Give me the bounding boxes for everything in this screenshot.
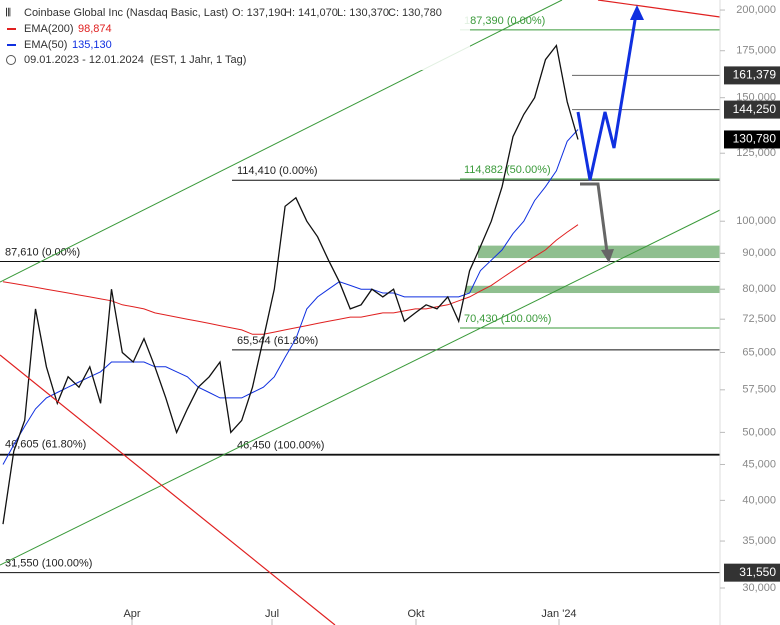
y-tick-label: 175,000 bbox=[736, 45, 776, 57]
header-bg bbox=[0, 0, 470, 70]
level-label: 31,550 (100.00%) bbox=[5, 558, 92, 570]
zone bbox=[478, 245, 720, 259]
price-box bbox=[724, 130, 780, 149]
level-label: 46,450 (100.00%) bbox=[237, 440, 324, 452]
date-settings: (EST, 1 Jahr, 1 Tag) bbox=[150, 54, 246, 66]
y-tick-label: 200,000 bbox=[736, 4, 776, 16]
arrowhead-grey bbox=[601, 249, 614, 263]
forecast-arrow-grey bbox=[580, 182, 609, 253]
y-tick-label: 35,000 bbox=[742, 535, 776, 547]
legend-label: EMA(50) bbox=[24, 39, 67, 51]
date-range: 09.01.2023 - 12.01.2024 bbox=[24, 54, 144, 66]
level-label: 114,410 (0.00%) bbox=[237, 165, 318, 177]
channel-lower bbox=[0, 209, 721, 566]
level-label: 87,610 (0.00%) bbox=[5, 246, 80, 258]
price-box bbox=[724, 100, 780, 119]
price-box-label: 130,780 bbox=[733, 132, 777, 146]
y-tick-label: 50,000 bbox=[742, 426, 776, 438]
plot-area: 187,390 (0.00%) 114,882 (50.00%) 114,410 (… bbox=[0, 15, 720, 574]
y-tick-label: 45,000 bbox=[742, 458, 776, 470]
legend-label: EMA(200) bbox=[24, 23, 74, 35]
level-label: 114,882 (50.00%) bbox=[464, 164, 551, 176]
y-tick-label: 150,000 bbox=[736, 92, 776, 104]
ema-line bbox=[2, 224, 579, 335]
y-tick-label: 80,000 bbox=[742, 283, 776, 295]
trend-line-red bbox=[0, 354, 336, 625]
header: 𝄃𝄃 Coinbase Global Inc (Nasdaq Basic, La… bbox=[0, 0, 470, 70]
level-label: 187,390 (0.00%) bbox=[464, 15, 545, 27]
y-tick-label: 30,000 bbox=[742, 582, 776, 594]
legend-value: 135,130 bbox=[72, 39, 112, 51]
arrowhead-blue bbox=[630, 5, 644, 20]
instrument-title: Coinbase Global Inc (Nasdaq Basic, Last) bbox=[24, 7, 228, 19]
y-tick-label: 72,500 bbox=[742, 313, 776, 325]
price-box-label: 31,550 bbox=[739, 565, 776, 579]
ohlc-open: O: 137,190 bbox=[232, 7, 286, 19]
level-label: 70,430 (100.00%) bbox=[464, 313, 551, 325]
trend-line-red-top bbox=[597, 0, 721, 18]
x-tick-label: Okt bbox=[407, 608, 424, 620]
price-box bbox=[724, 563, 780, 582]
forecast-arrow-blue bbox=[576, 13, 638, 181]
y-tick-label: 90,000 bbox=[742, 247, 776, 259]
price-box-label: 161,379 bbox=[733, 68, 777, 82]
x-tick-label: Jul bbox=[265, 608, 279, 620]
price-box bbox=[724, 66, 780, 85]
ohlc-close: C: 130,780 bbox=[388, 7, 442, 19]
ema-line bbox=[2, 129, 579, 465]
ohlc-low: L: 130,370 bbox=[337, 7, 389, 19]
y-tick-label: 100,000 bbox=[736, 215, 776, 227]
x-tick-label: Apr bbox=[123, 608, 140, 620]
clock-icon bbox=[6, 55, 16, 65]
level-label: 46,605 (61.80%) bbox=[5, 439, 86, 451]
legend-value: 98,874 bbox=[78, 23, 112, 35]
price-box-label: 144,250 bbox=[733, 102, 777, 116]
y-tick-label: 65,000 bbox=[742, 346, 776, 358]
x-tick-label: Jan '24 bbox=[541, 608, 576, 620]
y-tick-label: 40,000 bbox=[742, 494, 776, 506]
ohlc-high: H: 141,070 bbox=[284, 7, 338, 19]
y-tick-label: 57,500 bbox=[742, 384, 776, 396]
level-label: 65,544 (61.80%) bbox=[237, 335, 318, 347]
icon: 𝄃𝄃 bbox=[6, 7, 11, 19]
zone bbox=[466, 285, 720, 294]
y-tick-label: 125,000 bbox=[736, 147, 776, 159]
price-line bbox=[2, 43, 579, 525]
